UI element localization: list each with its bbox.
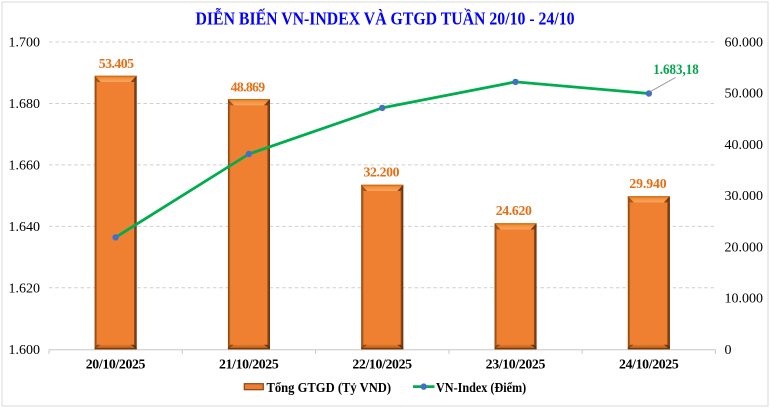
svg-text:1.683,18: 1.683,18: [653, 62, 699, 78]
svg-text:1.680: 1.680: [9, 97, 41, 112]
svg-text:32.200: 32.200: [364, 165, 400, 180]
svg-text:30.000: 30.000: [725, 189, 764, 204]
svg-text:24/10/2025: 24/10/2025: [619, 356, 679, 371]
svg-text:29.940: 29.940: [629, 176, 666, 191]
svg-text:20.000: 20.000: [725, 240, 764, 255]
svg-text:1.640: 1.640: [9, 220, 41, 235]
svg-text:21/10/2025: 21/10/2025: [219, 356, 279, 371]
svg-text:20/10/2025: 20/10/2025: [86, 356, 146, 371]
svg-text:1.700: 1.700: [9, 36, 41, 51]
svg-text:50.000: 50.000: [725, 87, 764, 102]
svg-text:40.000: 40.000: [725, 138, 764, 153]
svg-text:53.405: 53.405: [99, 56, 134, 71]
svg-text:1.660: 1.660: [9, 158, 41, 173]
svg-text:DIỄN BIẾN VN-INDEX VÀ GTGD TUẦ: DIỄN BIẾN VN-INDEX VÀ GTGD TUẦN 20/10 - …: [196, 8, 575, 28]
svg-text:10.000: 10.000: [725, 292, 764, 307]
svg-text:1.620: 1.620: [9, 281, 41, 296]
svg-text:60.000: 60.000: [725, 36, 764, 51]
svg-text:0: 0: [725, 343, 732, 358]
svg-text:22/10/2025: 22/10/2025: [352, 356, 412, 371]
svg-text:24.620: 24.620: [496, 203, 532, 218]
svg-text:48.869: 48.869: [231, 79, 266, 94]
svg-text:VN-Index (Điểm): VN-Index (Điểm): [436, 380, 526, 395]
svg-text:Tổng GTGD (Tỷ VND): Tổng GTGD (Tỷ VND): [267, 380, 392, 395]
svg-text:1.600: 1.600: [9, 343, 41, 358]
svg-text:23/10/2025: 23/10/2025: [486, 356, 546, 371]
